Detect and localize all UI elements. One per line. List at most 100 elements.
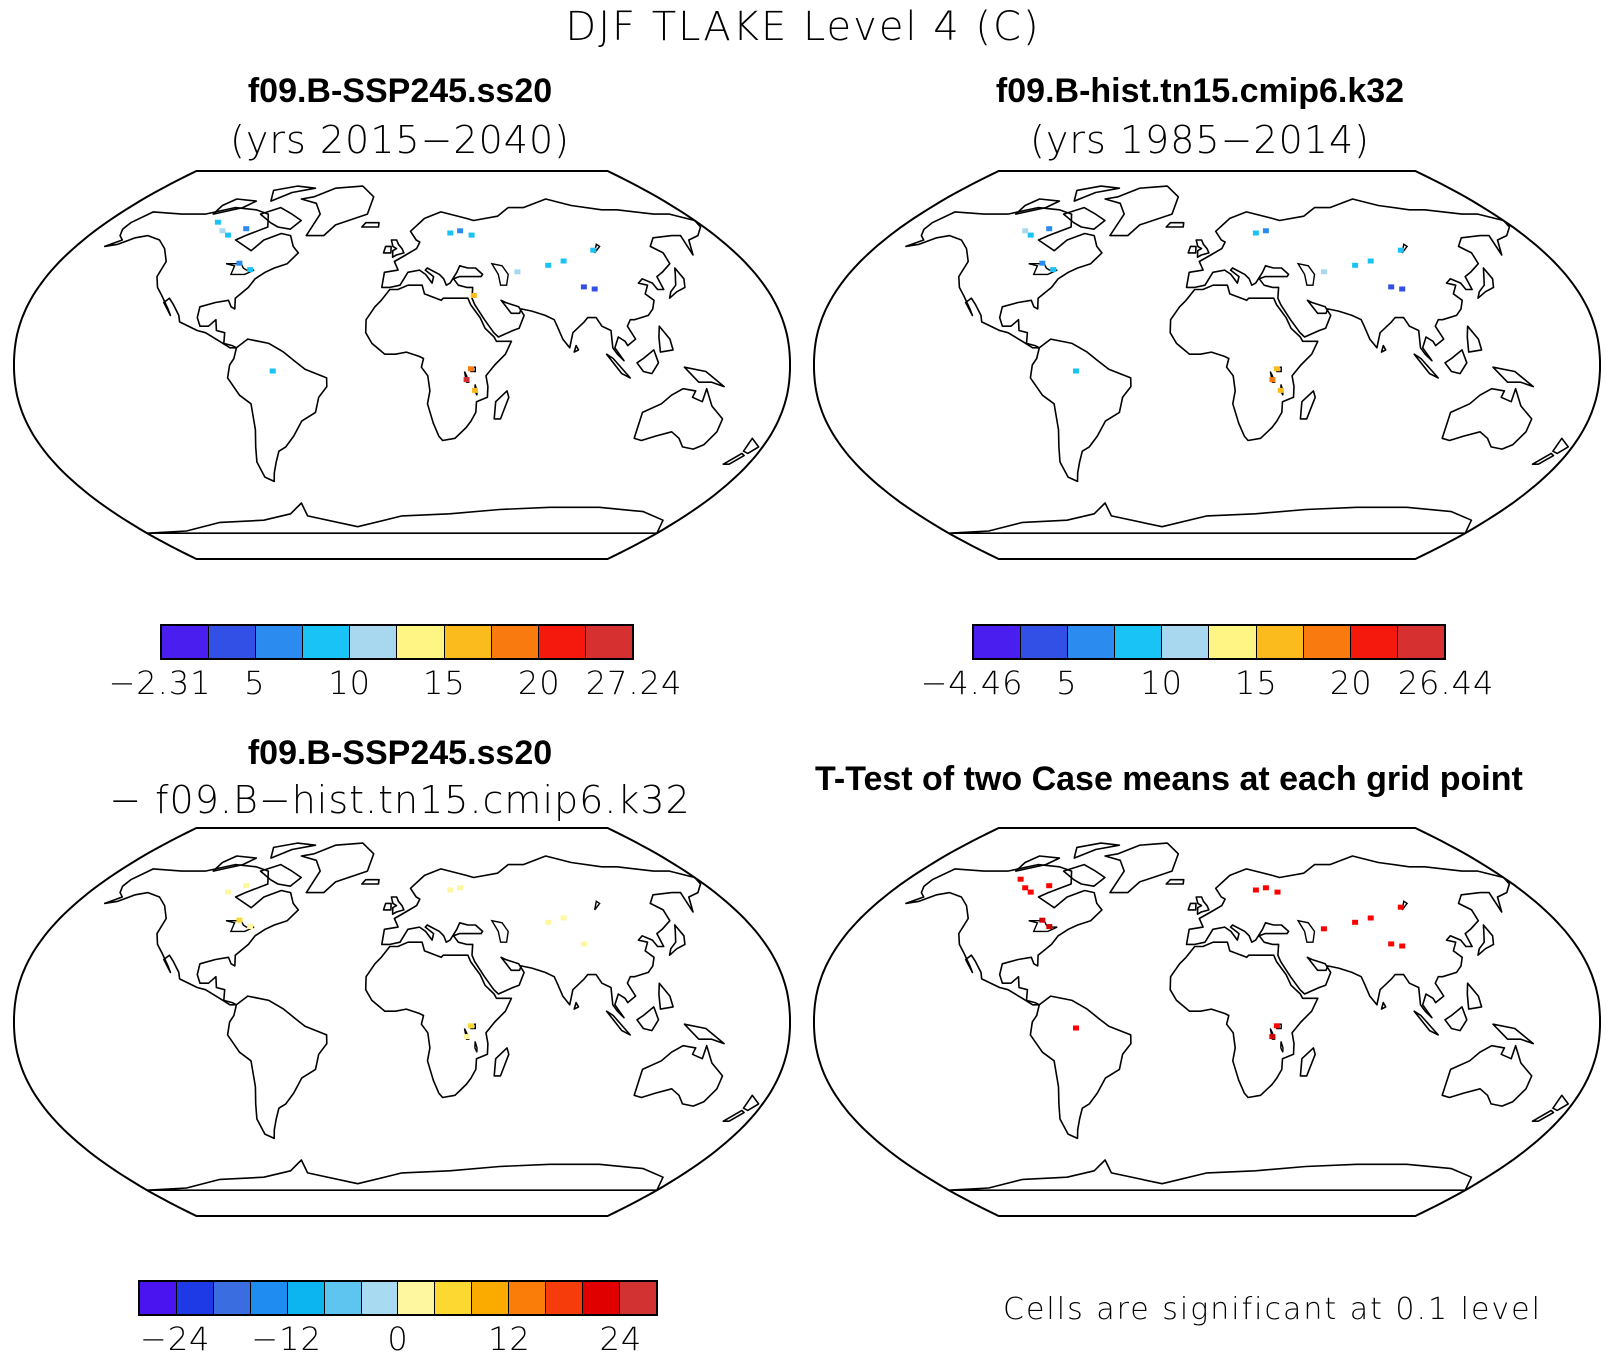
coastline [1444,349,1468,375]
lake-value-cell [1273,366,1280,372]
coastline [390,896,405,915]
coastline [382,902,392,911]
coastline [212,855,258,872]
world-map-bottom-left [13,827,791,1217]
coastline [948,1159,1473,1191]
colorbar-swatch [140,1282,177,1314]
lake-value-cell [1039,260,1046,266]
coastline [1531,1109,1555,1122]
lake-value-cell [243,883,250,889]
lake-outline [594,900,601,911]
lake-value-cell [1397,247,1404,253]
coastline [1062,206,1106,230]
coastline [1165,221,1185,228]
coastline [1029,338,1132,483]
lake-value-cell [1046,924,1053,930]
lake-value-cell [560,258,567,264]
colorbar-swatch [619,1282,656,1314]
lake-value-cell [1352,262,1359,268]
coastline [1552,437,1569,455]
coastline [361,221,380,228]
coastline [1195,896,1210,915]
case-title-bottom-left: f09.B-SSP245.ss20 [247,734,553,772]
lake-outline [1028,263,1058,276]
map-boundary [813,827,1601,1217]
colorbar-swatch [176,1282,214,1314]
lake-value-cell [463,377,470,383]
lake-value-cell [463,1034,470,1040]
colorbar-tick-label: 12 [488,1320,531,1358]
colorbar-swatch [350,626,398,658]
lake-value-cell [457,885,464,891]
lake-value-cell [214,219,221,225]
coastline [364,941,513,1099]
colorbar-tick-label: 10 [328,664,371,702]
coastline [668,924,686,956]
lake-value-cell [1252,887,1259,893]
coastline [146,502,664,534]
lake-value-cell [1388,941,1395,947]
lake-value-cell [590,247,597,253]
lake-value-cell [1277,387,1284,393]
coastline [668,267,686,299]
coastline [742,1094,760,1112]
coastline [1104,842,1180,894]
coastline [146,1159,664,1191]
coastline [633,387,724,450]
lake-value-cell [1017,876,1024,882]
colorbar-swatch [974,626,1022,658]
coastline [1441,1044,1533,1107]
coastline [226,995,328,1140]
lake-value-cell [468,366,474,372]
lake-value-cell [1269,377,1276,383]
colorbar-swatch [444,626,492,658]
coastline [573,1001,580,1010]
years-top-right: (yrs 1985−2014) [1030,118,1370,162]
coastline [1380,1001,1387,1010]
coastline [1104,185,1180,237]
lake-value-cell [1262,885,1269,891]
world-map-top-left [13,170,791,560]
coastline [1073,185,1121,202]
coastline [573,344,580,353]
colorbar-swatch [1256,626,1304,658]
coastline [1444,1006,1468,1032]
colorbar-swatch [1350,626,1398,658]
lake-value-cell [1252,230,1259,236]
lake-value-cell [219,228,226,234]
lake-outline [1296,919,1316,943]
coastline [1413,353,1439,379]
colorbar-swatch [209,626,257,658]
world-map-top-right [813,170,1601,560]
coastline [683,1023,725,1045]
lake-outline [1028,920,1058,933]
colorbar-tick-label: 26.44 [1397,664,1495,702]
case-title-top-right: f09.B-hist.tn15.cmip6.k32 [995,72,1405,110]
lake-value-cell [1027,889,1034,895]
coastline [605,353,631,379]
coastline [493,1047,510,1077]
colorbar-tick-label: 20 [1329,664,1373,702]
coastline [361,878,380,885]
coastline [683,366,725,388]
lake-value-cell [468,232,475,238]
coastline [1195,239,1210,258]
coastline [1441,387,1533,450]
lake-value-cell [269,368,276,374]
coastline [1413,1010,1439,1036]
coastline [1477,924,1495,956]
colorbar-tick-label: 15 [423,664,466,702]
coastline [1477,267,1495,299]
colorbar-swatch [585,626,632,658]
coastline [270,842,317,859]
lake-value-cell [560,915,567,921]
lake-value-cell [243,226,250,232]
coastline [1015,855,1061,872]
lake-value-cell [447,887,454,893]
coastline [636,349,660,375]
colorbar-swatch [256,626,304,658]
lake-value-cell [1273,1023,1280,1029]
colorbar-bottom-left [138,1280,658,1316]
lake-value-cell [1050,267,1057,273]
lake-outline [225,920,255,933]
